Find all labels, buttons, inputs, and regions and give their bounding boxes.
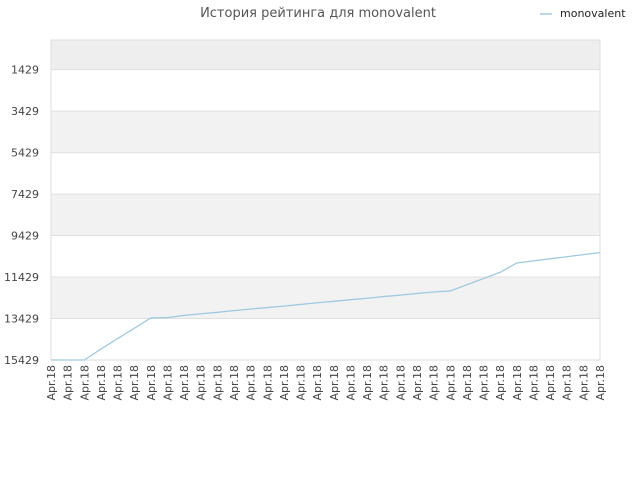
x-tick-label: Apr.18 [95,365,108,401]
x-tick-label: Apr.18 [444,365,457,401]
x-tick-label: Apr.18 [45,365,58,401]
x-tick-label: Apr.18 [527,365,540,401]
x-tick-label: Apr.18 [78,365,91,401]
x-tick-label: Apr.18 [112,365,125,401]
x-tick-label: Apr.18 [544,365,557,401]
series-line [51,251,601,361]
x-tick-label: Apr.18 [577,365,590,401]
plot-bands [51,40,600,319]
y-tick-label: 1429 [11,64,39,77]
x-tick-label: Apr.18 [394,365,407,401]
x-tick-label: Apr.18 [378,365,391,401]
legend-label: monovalent [560,7,626,20]
x-tick-label: Apr.18 [295,365,308,401]
y-tick-label: 15429 [4,354,39,367]
y-axis-ticks: 1429 3429 5429 7429 9429 11429 13429 15429 [4,64,39,367]
chart-title: История рейтинга для monovalent [200,6,436,21]
x-tick-label: Apr.18 [311,365,324,401]
x-tick-label: Apr.18 [245,365,258,401]
x-tick-label: Apr.18 [161,365,174,401]
legend[interactable]: monovalent [540,7,626,20]
plot-band [51,277,600,319]
x-tick-label: Apr.18 [211,365,224,401]
x-tick-label: Apr.18 [328,365,341,401]
plot-band [51,40,600,70]
x-tick-label: Apr.18 [594,365,607,401]
y-tick-label: 5429 [11,147,39,160]
x-tick-label: Apr.18 [128,365,141,401]
y-tick-label: 7429 [11,188,39,201]
y-tick-label: 9429 [11,230,39,243]
x-tick-label: Apr.18 [494,365,507,401]
y-tick-label: 13429 [4,313,39,326]
x-tick-label: Apr.18 [461,365,474,401]
x-tick-label: Apr.18 [428,365,441,401]
x-tick-label: Apr.18 [361,365,374,401]
x-axis-ticks: Apr.18 Apr.18 Apr.18 Apr.18 Apr.18 Apr.18 Apr.… [45,365,607,401]
series-layer [51,251,601,361]
x-tick-label: Apr.18 [478,365,491,401]
x-tick-label: Apr.18 [178,365,191,401]
x-tick-label: Apr.18 [195,365,208,401]
x-tick-label: Apr.18 [278,365,291,401]
y-tick-label: 3429 [11,105,39,118]
x-tick-label: Apr.18 [261,365,274,401]
grid-lines [51,69,600,361]
plot-frame [50,39,601,361]
x-tick-label: Apr.18 [411,365,424,401]
x-tick-label: Apr.18 [511,365,524,401]
x-tick-label: Apr.18 [228,365,241,401]
x-tick-label: Apr.18 [344,365,357,401]
plot-band [51,194,600,236]
x-tick-label: Apr.18 [561,365,574,401]
y-tick-label: 11429 [4,271,39,284]
x-tick-label: Apr.18 [62,365,75,401]
plot-band [51,111,600,153]
x-tick-label: Apr.18 [145,365,158,401]
